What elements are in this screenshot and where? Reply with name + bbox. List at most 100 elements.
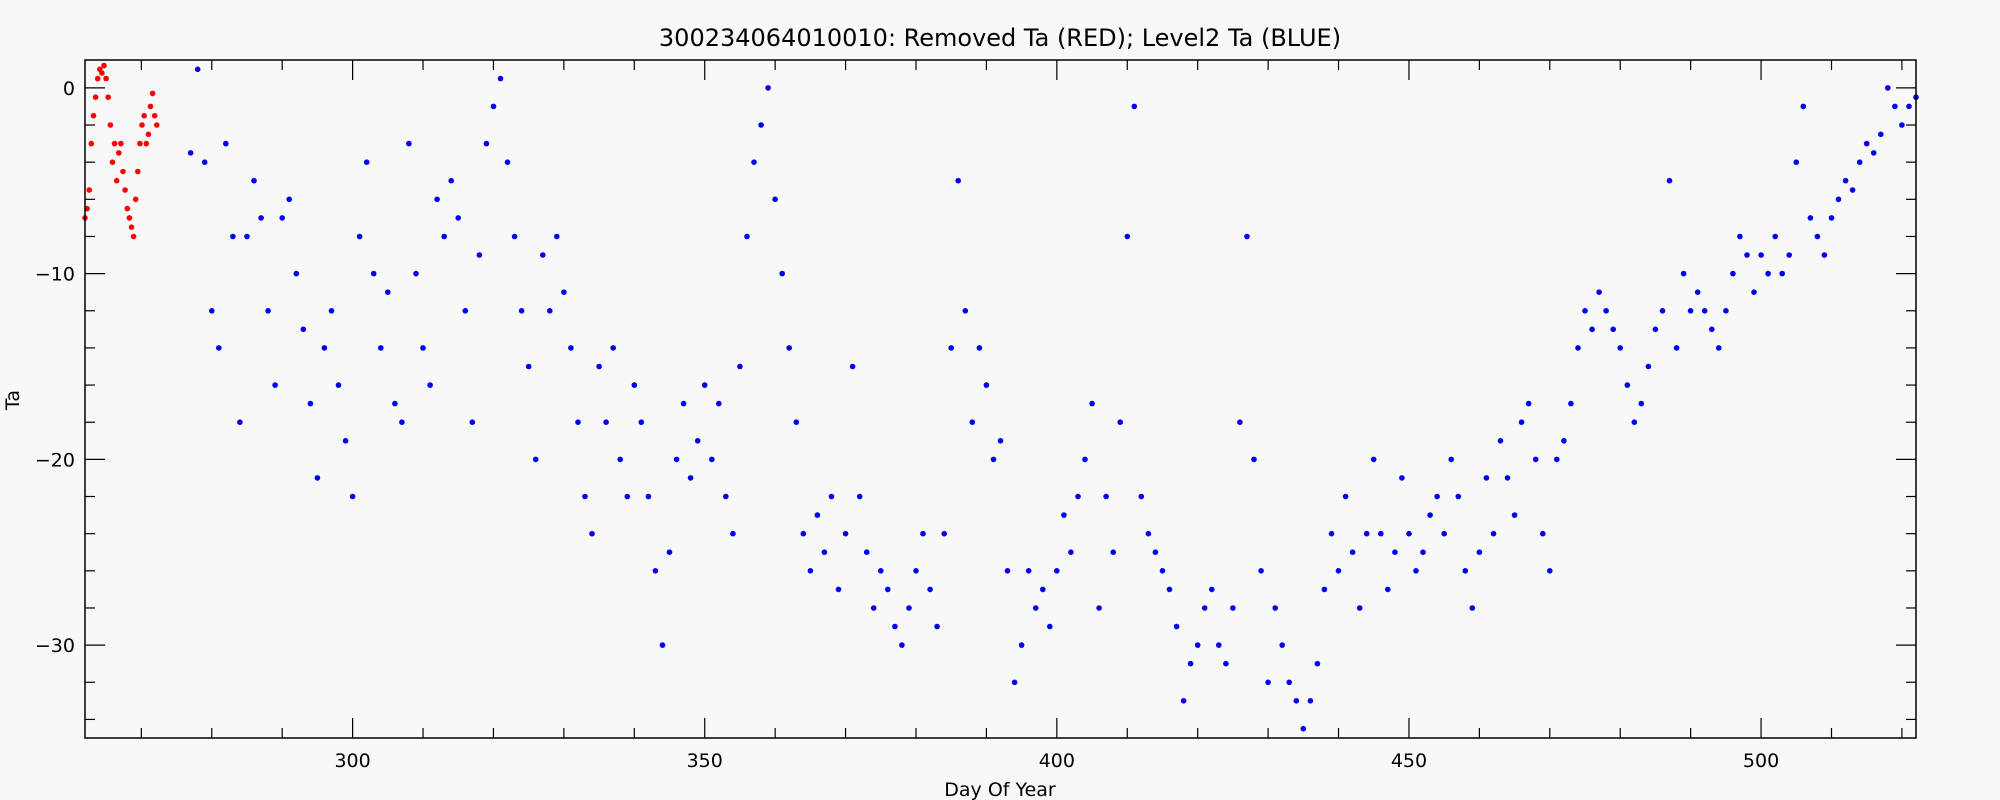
level2-ta-point <box>786 345 792 351</box>
level2-ta-point <box>723 493 729 500</box>
level2-ta-point <box>1223 660 1229 667</box>
level2-ta-point <box>666 549 673 555</box>
level2-ta-point <box>1758 252 1764 258</box>
level2-ta-point <box>1687 308 1694 314</box>
level2-ta-point <box>716 400 722 407</box>
level2-ta-point <box>849 363 856 370</box>
level2-ta-point <box>870 605 877 611</box>
level2-ta-point <box>483 140 490 147</box>
level2-ta-point <box>730 530 736 537</box>
level2-ta-point <box>1427 512 1433 518</box>
level2-ta-point <box>504 159 511 165</box>
level2-ta-point <box>1342 493 1349 500</box>
level2-ta-point <box>1103 493 1109 500</box>
level2-ta-point <box>744 233 750 240</box>
level2-ta-point <box>1779 270 1785 277</box>
level2-ta-point <box>1652 326 1659 333</box>
level2-ta-point <box>737 363 743 370</box>
level2-ta-point <box>1173 623 1180 630</box>
level2-ta-point <box>997 438 1004 444</box>
y-tick-label: −10 <box>35 264 75 286</box>
level2-ta-point <box>1096 605 1102 611</box>
level2-ta-point <box>547 308 553 314</box>
level2-ta-point <box>596 363 602 370</box>
level2-ta-point <box>1370 456 1377 463</box>
level2-ta-point <box>1885 85 1891 91</box>
level2-ta-point <box>941 530 947 537</box>
level2-ta-point <box>1230 605 1236 611</box>
level2-ta-point <box>983 382 990 388</box>
y-tick-label: 0 <box>63 78 75 100</box>
x-tick-label: 350 <box>687 750 723 772</box>
level2-ta-point <box>1047 623 1053 630</box>
level2-ta-point <box>624 493 631 500</box>
removed-ta-point <box>107 122 114 128</box>
level2-ta-point <box>814 512 821 518</box>
level2-ta-point <box>1617 345 1623 351</box>
level2-ta-point <box>1807 215 1814 221</box>
level2-ta-point <box>216 345 222 351</box>
level2-ta-point <box>1244 233 1250 240</box>
level2-ta-point <box>842 530 849 537</box>
level2-ta-point <box>1709 326 1715 333</box>
level2-ta-point <box>1152 549 1159 555</box>
level2-ta-point <box>1286 679 1292 686</box>
level2-ta-point <box>561 289 567 296</box>
level2-ta-point <box>1314 660 1321 667</box>
level2-ta-point <box>201 159 208 165</box>
level2-ta-point <box>1117 419 1123 426</box>
level2-ta-point <box>1582 308 1588 314</box>
removed-ta-point <box>92 94 99 100</box>
level2-ta-point <box>955 177 961 184</box>
level2-ta-point <box>230 233 236 240</box>
level2-ta-point <box>427 382 433 388</box>
level2-ta-point <box>349 493 356 500</box>
x-axis-title: Day Of Year <box>944 779 1056 800</box>
level2-ta-point <box>779 270 785 277</box>
level2-ta-point <box>603 419 609 426</box>
y-tick-label: −30 <box>35 635 75 657</box>
level2-ta-point <box>1061 512 1067 518</box>
removed-ta-point <box>111 140 118 147</box>
level2-ta-point <box>194 66 201 73</box>
y-tick-label: −20 <box>35 449 75 471</box>
level2-ta-point <box>1068 549 1074 555</box>
level2-ta-point <box>709 456 715 463</box>
level2-ta-point <box>1363 530 1370 537</box>
level2-ta-point <box>1082 456 1088 463</box>
level2-ta-point <box>434 196 440 203</box>
x-tick-label: 400 <box>1039 750 1075 772</box>
level2-ta-point <box>638 419 645 426</box>
level2-ta-point <box>1497 438 1504 444</box>
level2-ta-point <box>279 215 286 221</box>
level2-ta-point <box>948 345 954 351</box>
removed-ta-point <box>147 103 154 110</box>
level2-ta-point <box>1744 252 1750 258</box>
removed-ta-point <box>124 205 131 212</box>
level2-ta-point <box>342 438 349 444</box>
level2-ta-point <box>976 345 983 351</box>
level2-ta-point <box>1659 308 1666 314</box>
level2-ta-point <box>680 400 687 407</box>
level2-ta-point <box>1279 642 1285 648</box>
level2-ta-point <box>1814 233 1821 240</box>
level2-ta-point <box>1575 345 1581 351</box>
y-axis-title: Ta <box>2 390 24 411</box>
level2-ta-point <box>1863 140 1870 147</box>
level2-ta-point <box>293 270 300 277</box>
level2-ta-point <box>1145 530 1152 537</box>
level2-ta-point <box>1751 289 1757 296</box>
level2-ta-point <box>1159 568 1166 574</box>
level2-ta-point <box>335 382 342 388</box>
level2-ta-point <box>455 215 462 221</box>
level2-ta-point <box>906 605 912 611</box>
level2-ta-point <box>300 326 307 333</box>
level2-ta-point <box>1568 400 1574 407</box>
level2-ta-point <box>1849 187 1856 193</box>
level2-ta-point <box>378 345 384 351</box>
level2-ta-point <box>990 456 997 463</box>
level2-ta-point <box>448 177 455 184</box>
removed-ta-point <box>116 150 122 156</box>
level2-ta-point <box>1610 326 1616 333</box>
level2-ta-point <box>617 456 623 463</box>
